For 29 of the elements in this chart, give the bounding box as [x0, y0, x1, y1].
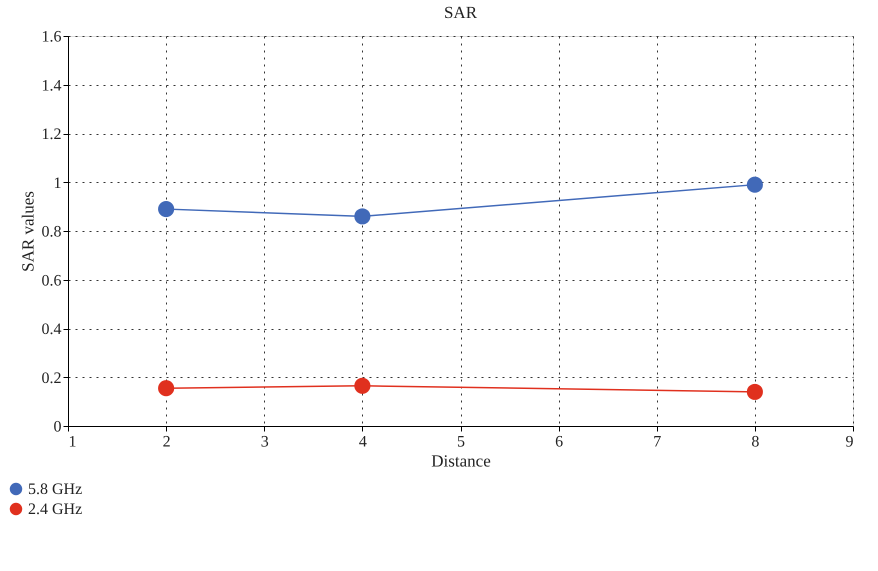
- y-tick-label: 1.6: [42, 28, 62, 46]
- x-axis-title: Distance: [431, 452, 491, 470]
- y-tick-label: 0.8: [42, 224, 62, 240]
- x-tick-label: 5: [457, 434, 465, 450]
- y-tick-label: 0.4: [42, 321, 62, 338]
- x-tick-label: 6: [555, 434, 564, 450]
- legend-label: 2.4 GHz: [28, 501, 82, 518]
- y-tick-label: 0.6: [42, 272, 62, 290]
- y-tick-label: 1.4: [42, 77, 62, 94]
- y-axis-title: SAR values: [18, 191, 38, 272]
- point: [354, 378, 370, 394]
- y-tick-label: 0: [54, 418, 62, 436]
- x-tick-label: 8: [751, 434, 760, 450]
- x-tick-label: 7: [653, 434, 662, 450]
- point: [158, 201, 174, 218]
- point: [158, 380, 174, 396]
- x-tick-label: 1: [68, 434, 76, 450]
- point: [746, 176, 763, 193]
- x-tick-label: 2: [162, 434, 171, 450]
- x-tick-label: 4: [358, 434, 367, 450]
- x-tick-label: 9: [846, 434, 854, 450]
- y-tick-label: 1: [54, 174, 62, 192]
- y-tick-label: 0.2: [42, 370, 62, 387]
- chart-title: SAR: [444, 3, 478, 22]
- point: [746, 384, 763, 400]
- y-tick-label: 1.2: [42, 126, 62, 143]
- point: [354, 208, 370, 224]
- x-tick-label: 3: [260, 434, 269, 450]
- legend-label: 5.8 GHz: [28, 481, 82, 498]
